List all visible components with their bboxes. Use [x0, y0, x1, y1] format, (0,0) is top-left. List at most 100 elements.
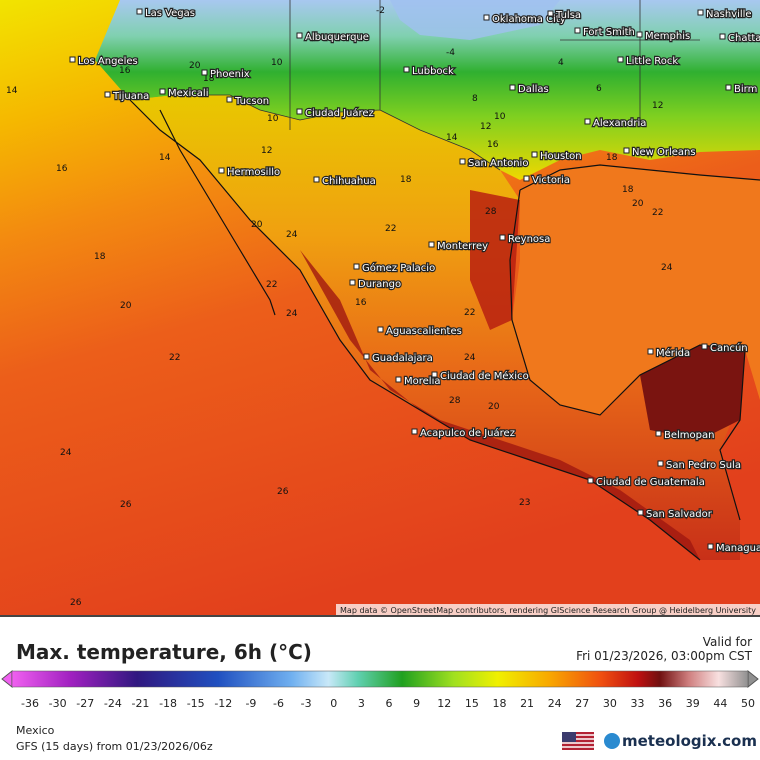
legend-tick-label: 3 [358, 697, 365, 710]
legend-tick-label: -9 [245, 697, 256, 710]
contour-label: 16 [56, 164, 68, 174]
legend-arrow [1, 669, 13, 689]
city-label: Nashville [706, 9, 752, 20]
contour-label: 14 [159, 153, 171, 163]
city-marker [363, 353, 370, 360]
contour-label: 20 [251, 220, 263, 230]
legend-tick-label: -36 [21, 697, 39, 710]
legend-tick-label: 9 [413, 697, 420, 710]
legend-tick-label: -6 [273, 697, 284, 710]
attribution: Map data © OpenStreetMap contributors, r… [340, 606, 756, 615]
city-marker [719, 33, 726, 40]
city-marker [377, 326, 384, 333]
border [175, 0, 700, 171]
city-label: Mexicali [168, 88, 208, 99]
city-marker [459, 158, 466, 165]
flag-stripes [562, 734, 594, 748]
city-label: Managua [716, 543, 760, 554]
city-label: Dallas [518, 84, 549, 95]
city-label: Memphis [645, 31, 690, 42]
city-label: Acapulco de Juárez [420, 427, 515, 439]
legend-tick-label: 30 [603, 697, 617, 710]
contour-label: 20 [488, 402, 500, 412]
city-label: Gómez Palacio [362, 262, 435, 274]
contour-label: 16 [355, 298, 367, 308]
city-label: Ciudad de México [440, 370, 529, 382]
legend-tick-label: 44 [713, 697, 727, 710]
city-marker [403, 66, 410, 73]
city-marker [483, 14, 490, 21]
legend-tick-label: -18 [159, 697, 177, 710]
city-label: Hermosillo [227, 167, 280, 178]
city-label: Lubbock [412, 66, 454, 77]
legend-tick-label: -3 [301, 697, 312, 710]
city-marker [647, 348, 654, 355]
city-label: Aguascalientes [386, 326, 462, 337]
flag-canton [562, 732, 576, 742]
city-marker [313, 176, 320, 183]
contour-label: 20 [189, 61, 201, 71]
city-label: Alexandria [593, 118, 646, 129]
city-marker [349, 279, 356, 286]
contour-label: 22 [385, 224, 396, 234]
contour-label: 14 [6, 86, 18, 96]
city-marker [136, 8, 143, 15]
city-label: Belmopan [664, 430, 714, 441]
city-marker [623, 147, 630, 154]
city-label: Morelia [404, 376, 440, 387]
city-label: Guadalajara [372, 353, 433, 364]
city-marker [636, 31, 643, 38]
city-marker [226, 96, 233, 103]
contour-label: 24 [286, 309, 298, 319]
legend-tick-label: 12 [437, 697, 451, 710]
city-label: Fort Smith [583, 27, 635, 38]
legend-tick-label: 33 [631, 697, 645, 710]
city-label: Ciudad Juárez [305, 107, 374, 119]
city-marker [657, 460, 664, 467]
city-marker [547, 10, 554, 17]
hot-area [640, 345, 745, 440]
city-marker [701, 343, 708, 350]
city-marker [411, 428, 418, 435]
contour-label: 26 [277, 487, 289, 497]
contour-label: 28 [485, 207, 497, 217]
region: Mexico [16, 724, 55, 737]
contour-label: 18 [203, 74, 215, 84]
contour-label: 24 [60, 448, 72, 458]
city-marker [201, 69, 208, 76]
hot-area [470, 190, 520, 330]
contour-label: 10 [494, 112, 506, 122]
legend-tick-label: 15 [465, 697, 479, 710]
city-label: Ciudad de Guatemala [596, 477, 705, 488]
valid-time: Fri 01/23/2026, 03:00pm CST [576, 649, 753, 663]
contour-label: 18 [94, 252, 106, 262]
legend-tick-label: -15 [187, 697, 205, 710]
city-marker [707, 543, 714, 550]
contour-label: 22 [652, 208, 663, 218]
contour-label: -4 [446, 48, 455, 58]
legend-tick-label: 27 [575, 697, 589, 710]
contour-label: 20 [120, 301, 132, 311]
map: Las Vegas Albuquerque Oklahoma City Tuls… [0, 0, 760, 615]
city-marker [428, 241, 435, 248]
contour-label: -2 [376, 6, 385, 16]
brand: meteologix.com [622, 732, 757, 750]
contour-label: 16 [487, 140, 499, 150]
legend: -36 -30 -27 -24 -21 -18 -15 -12 -9 -6 -3 0 3 6 9 12 15 18… [1, 669, 759, 710]
contour-label: 4 [558, 58, 564, 68]
valid-label: Valid for [703, 635, 752, 649]
coastline [519, 164, 760, 191]
model-run: GFS (15 days) from 01/23/2026/06z [16, 740, 213, 753]
contour-label: 24 [661, 263, 673, 273]
contour-label: 18 [622, 185, 634, 195]
city-marker [159, 88, 166, 95]
legend-title: Max. temperature, 6h (°C) [16, 640, 312, 664]
color-bar [11, 670, 749, 688]
contour-label: 10 [271, 58, 283, 68]
legend-tick-label: -27 [76, 697, 94, 710]
city-marker [574, 27, 581, 34]
contour-label: 18 [606, 153, 618, 163]
contour-label: 16 [119, 66, 131, 76]
legend-tick-label: 0 [330, 697, 337, 710]
